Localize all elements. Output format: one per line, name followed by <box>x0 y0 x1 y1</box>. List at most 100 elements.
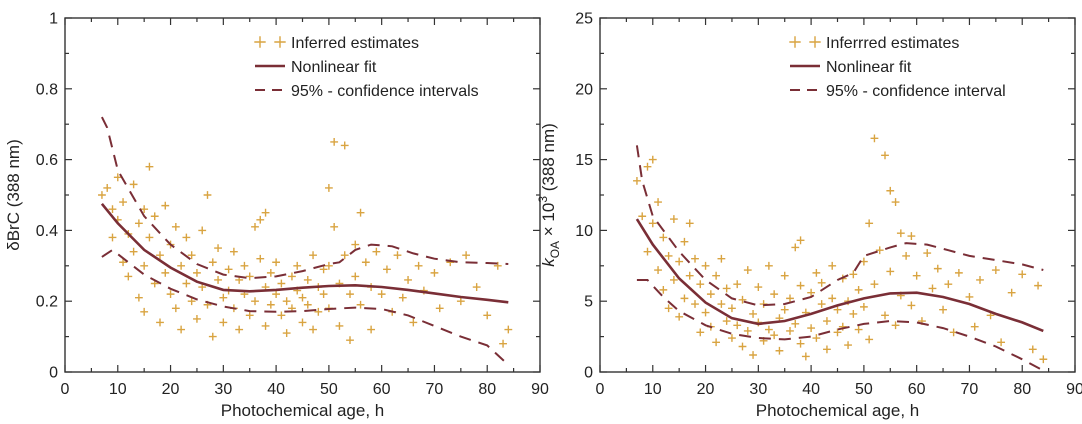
scatter-point <box>340 251 349 260</box>
scatter-point <box>849 310 858 318</box>
scatter-point <box>361 258 370 267</box>
scatter-point <box>733 280 742 289</box>
x-tick-label: 10 <box>109 381 127 398</box>
legend: Inferrred estimates Nonlinear fit 95% - co… <box>789 35 1006 100</box>
legend-point-marker <box>274 36 286 48</box>
x-tick-label: 40 <box>802 381 820 398</box>
scatter-point <box>245 272 254 281</box>
y-tick-label: 5 <box>584 294 593 311</box>
scatter-point <box>770 290 779 299</box>
scatter-point <box>1034 281 1042 290</box>
y-tick-label: 0.2 <box>36 294 58 311</box>
scatter-point <box>823 317 831 325</box>
scatter-point <box>659 285 668 294</box>
scatter-point <box>865 335 874 344</box>
scatter-point <box>335 322 344 330</box>
y-tick-label: 0.8 <box>36 81 58 98</box>
scatter-point <box>98 191 106 199</box>
scatter-point <box>706 290 715 299</box>
scatter-point <box>309 325 317 334</box>
scatter-point <box>728 334 736 342</box>
scatter-point <box>896 229 905 238</box>
scatter-point <box>330 138 339 146</box>
scatter-point <box>161 201 170 210</box>
scatter-point <box>648 155 657 164</box>
scatter-point <box>214 276 222 284</box>
y-tick-label: 0 <box>584 365 593 382</box>
y-tick-label: 0.6 <box>36 152 58 169</box>
scatter-point <box>886 186 895 195</box>
scatter-point <box>134 219 143 228</box>
scatter-point <box>219 293 228 302</box>
scatter-point <box>817 278 826 287</box>
scatter-point <box>854 285 863 294</box>
x-tick-label: 30 <box>214 381 232 398</box>
scatter-point <box>664 251 673 260</box>
y-label-multiplier: × 10 <box>539 203 558 241</box>
y-tick-label: 15 <box>575 152 593 169</box>
scatter-point <box>638 212 647 221</box>
scatter-point <box>907 301 916 310</box>
scatter-point <box>780 271 789 280</box>
scatter-point <box>303 276 312 284</box>
ci-lower-line <box>101 248 509 366</box>
scatter-point <box>865 219 874 228</box>
scatter-point <box>944 280 953 289</box>
scatter-point <box>654 198 662 206</box>
scatter-point <box>933 264 942 273</box>
scatter-point <box>954 268 963 277</box>
scatter-point <box>1018 270 1027 279</box>
scatter-point <box>193 268 201 277</box>
scatter-point <box>685 271 694 280</box>
scatter-point <box>462 251 471 260</box>
scatter-point <box>483 311 492 320</box>
scatter-point <box>844 341 852 349</box>
fit-line <box>100 202 509 304</box>
scatter-point <box>404 276 412 284</box>
legend-point-marker <box>809 36 821 48</box>
scatter-point <box>193 315 201 323</box>
scatter-point <box>156 318 164 327</box>
scatter-point <box>150 212 159 221</box>
scatter-point <box>991 266 1000 274</box>
scatter-point <box>691 254 699 263</box>
scatter-point <box>870 134 879 143</box>
legend-label-fit: Nonlinear fit <box>826 59 912 76</box>
x-tick-label: 40 <box>267 381 285 398</box>
y-label-unit: (388 nm) <box>539 123 558 196</box>
scatter-point <box>828 294 837 303</box>
y-tick-label: 10 <box>575 223 593 240</box>
y-tick-label: 0.4 <box>36 223 58 240</box>
y-tick-label: 1 <box>49 11 58 28</box>
scatter-point <box>859 257 868 266</box>
scatter-point <box>409 318 418 327</box>
y-label-superscript: 3 <box>536 196 550 203</box>
scatter-point <box>849 270 858 279</box>
scatter-point <box>129 247 138 256</box>
scatter-point <box>430 268 439 277</box>
scatter-point <box>472 283 481 291</box>
scatter-point <box>796 281 805 290</box>
scatter-point <box>261 322 270 330</box>
scatter-point <box>282 297 291 306</box>
scatter-point <box>786 327 794 335</box>
scatter-point <box>738 342 747 351</box>
scatter-point <box>113 173 122 182</box>
scatter-point <box>140 261 149 270</box>
chart-1: 0 10 20 30 40 50 60 70 80 90 0 0.2 0.4 0.6 0.8 1 Photoch… <box>4 11 549 421</box>
scatter-point <box>712 338 721 347</box>
scatter-point <box>161 268 170 277</box>
scatter-point <box>256 254 265 263</box>
scatter-point <box>393 251 402 260</box>
scatter-point <box>833 328 842 337</box>
scatter-point <box>764 261 773 270</box>
scatter-point <box>140 205 149 214</box>
chart-2: 0 10 20 30 40 50 60 70 80 90 0 5 10 15 20 25 Photochemic… <box>536 11 1082 421</box>
scatter-point <box>198 283 207 291</box>
scatter-point <box>145 162 154 171</box>
scatter-point <box>214 244 222 252</box>
scatter-point <box>828 261 837 270</box>
scatter-points <box>633 134 1048 364</box>
scatter-point <box>282 329 291 337</box>
